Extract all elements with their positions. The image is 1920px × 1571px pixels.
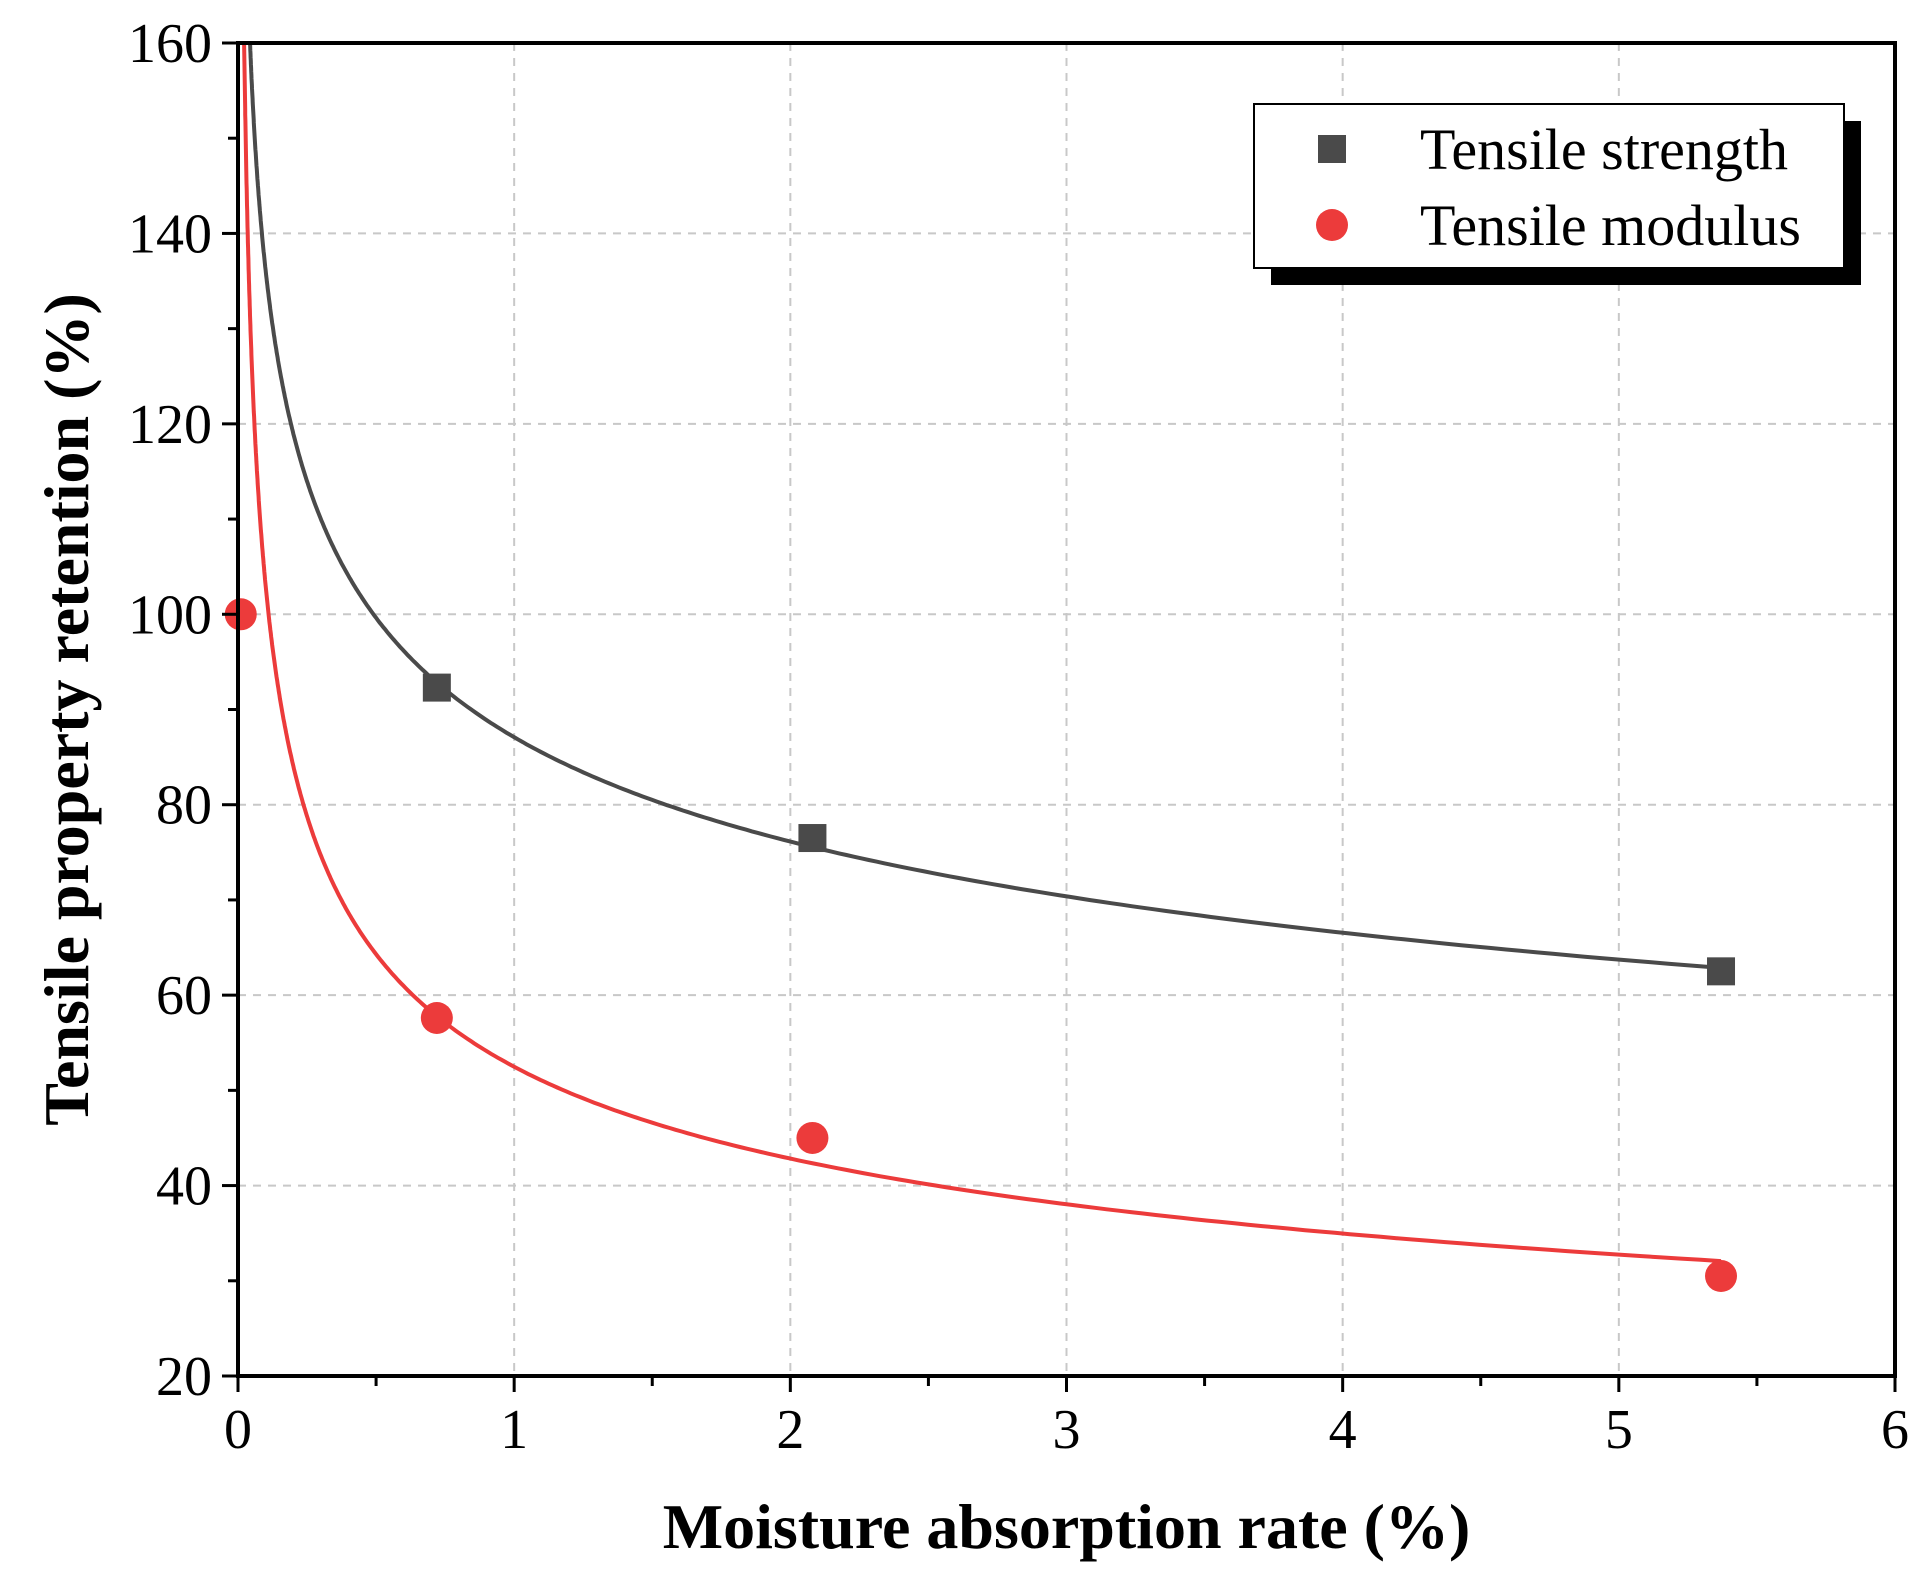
y-tick-label: 60 [156, 965, 212, 1027]
data-point-circle [420, 1001, 453, 1034]
legend-label: Tensile modulus [1420, 193, 1801, 258]
x-tick-label: 0 [224, 1399, 252, 1461]
fit-curve [248, 42, 1722, 970]
legend: Tensile strength Tensile modulus [1253, 103, 1861, 285]
y-axis-title: Tensile property retention (%) [31, 293, 102, 1126]
x-axis-title: Moisture absorption rate (%) [663, 1491, 1471, 1562]
fit-curves [242, 42, 1722, 1264]
y-tick-label: 40 [156, 1156, 212, 1218]
x-tick-label: 6 [1881, 1399, 1909, 1461]
data-points [224, 598, 1738, 1293]
x-tick-label: 5 [1605, 1399, 1633, 1461]
legend-box [1253, 103, 1845, 269]
y-tick-label: 100 [128, 584, 212, 646]
data-point-square [422, 673, 451, 702]
y-tick-label: 120 [128, 394, 212, 456]
data-point-square [1707, 957, 1736, 986]
data-point-circle [796, 1121, 829, 1154]
legend-marker-circle [1316, 209, 1348, 241]
x-tick-label: 1 [500, 1399, 528, 1461]
x-tick-label: 3 [1053, 1399, 1081, 1461]
y-tick-label: 20 [156, 1346, 212, 1408]
data-point-square [798, 824, 827, 853]
y-tick-label: 140 [128, 203, 212, 265]
data-point-circle [1705, 1260, 1738, 1293]
grid [238, 43, 1895, 1376]
axis-ticks [222, 41, 1897, 1392]
legend-marker-square [1318, 135, 1346, 163]
legend-items: Tensile strength Tensile modulus [1316, 117, 1801, 258]
data-point-circle [224, 598, 257, 631]
y-tick-label: 160 [128, 13, 212, 75]
y-tick-labels: 20 40 60 80 100 120 140 160 [128, 13, 212, 1408]
fit-curve [242, 42, 1722, 1264]
x-tick-labels: 0 1 2 3 4 5 6 [224, 1399, 1909, 1461]
y-tick-label: 80 [156, 775, 212, 837]
x-tick-label: 4 [1329, 1399, 1357, 1461]
x-tick-label: 2 [776, 1399, 804, 1461]
legend-label: Tensile strength [1420, 117, 1788, 182]
